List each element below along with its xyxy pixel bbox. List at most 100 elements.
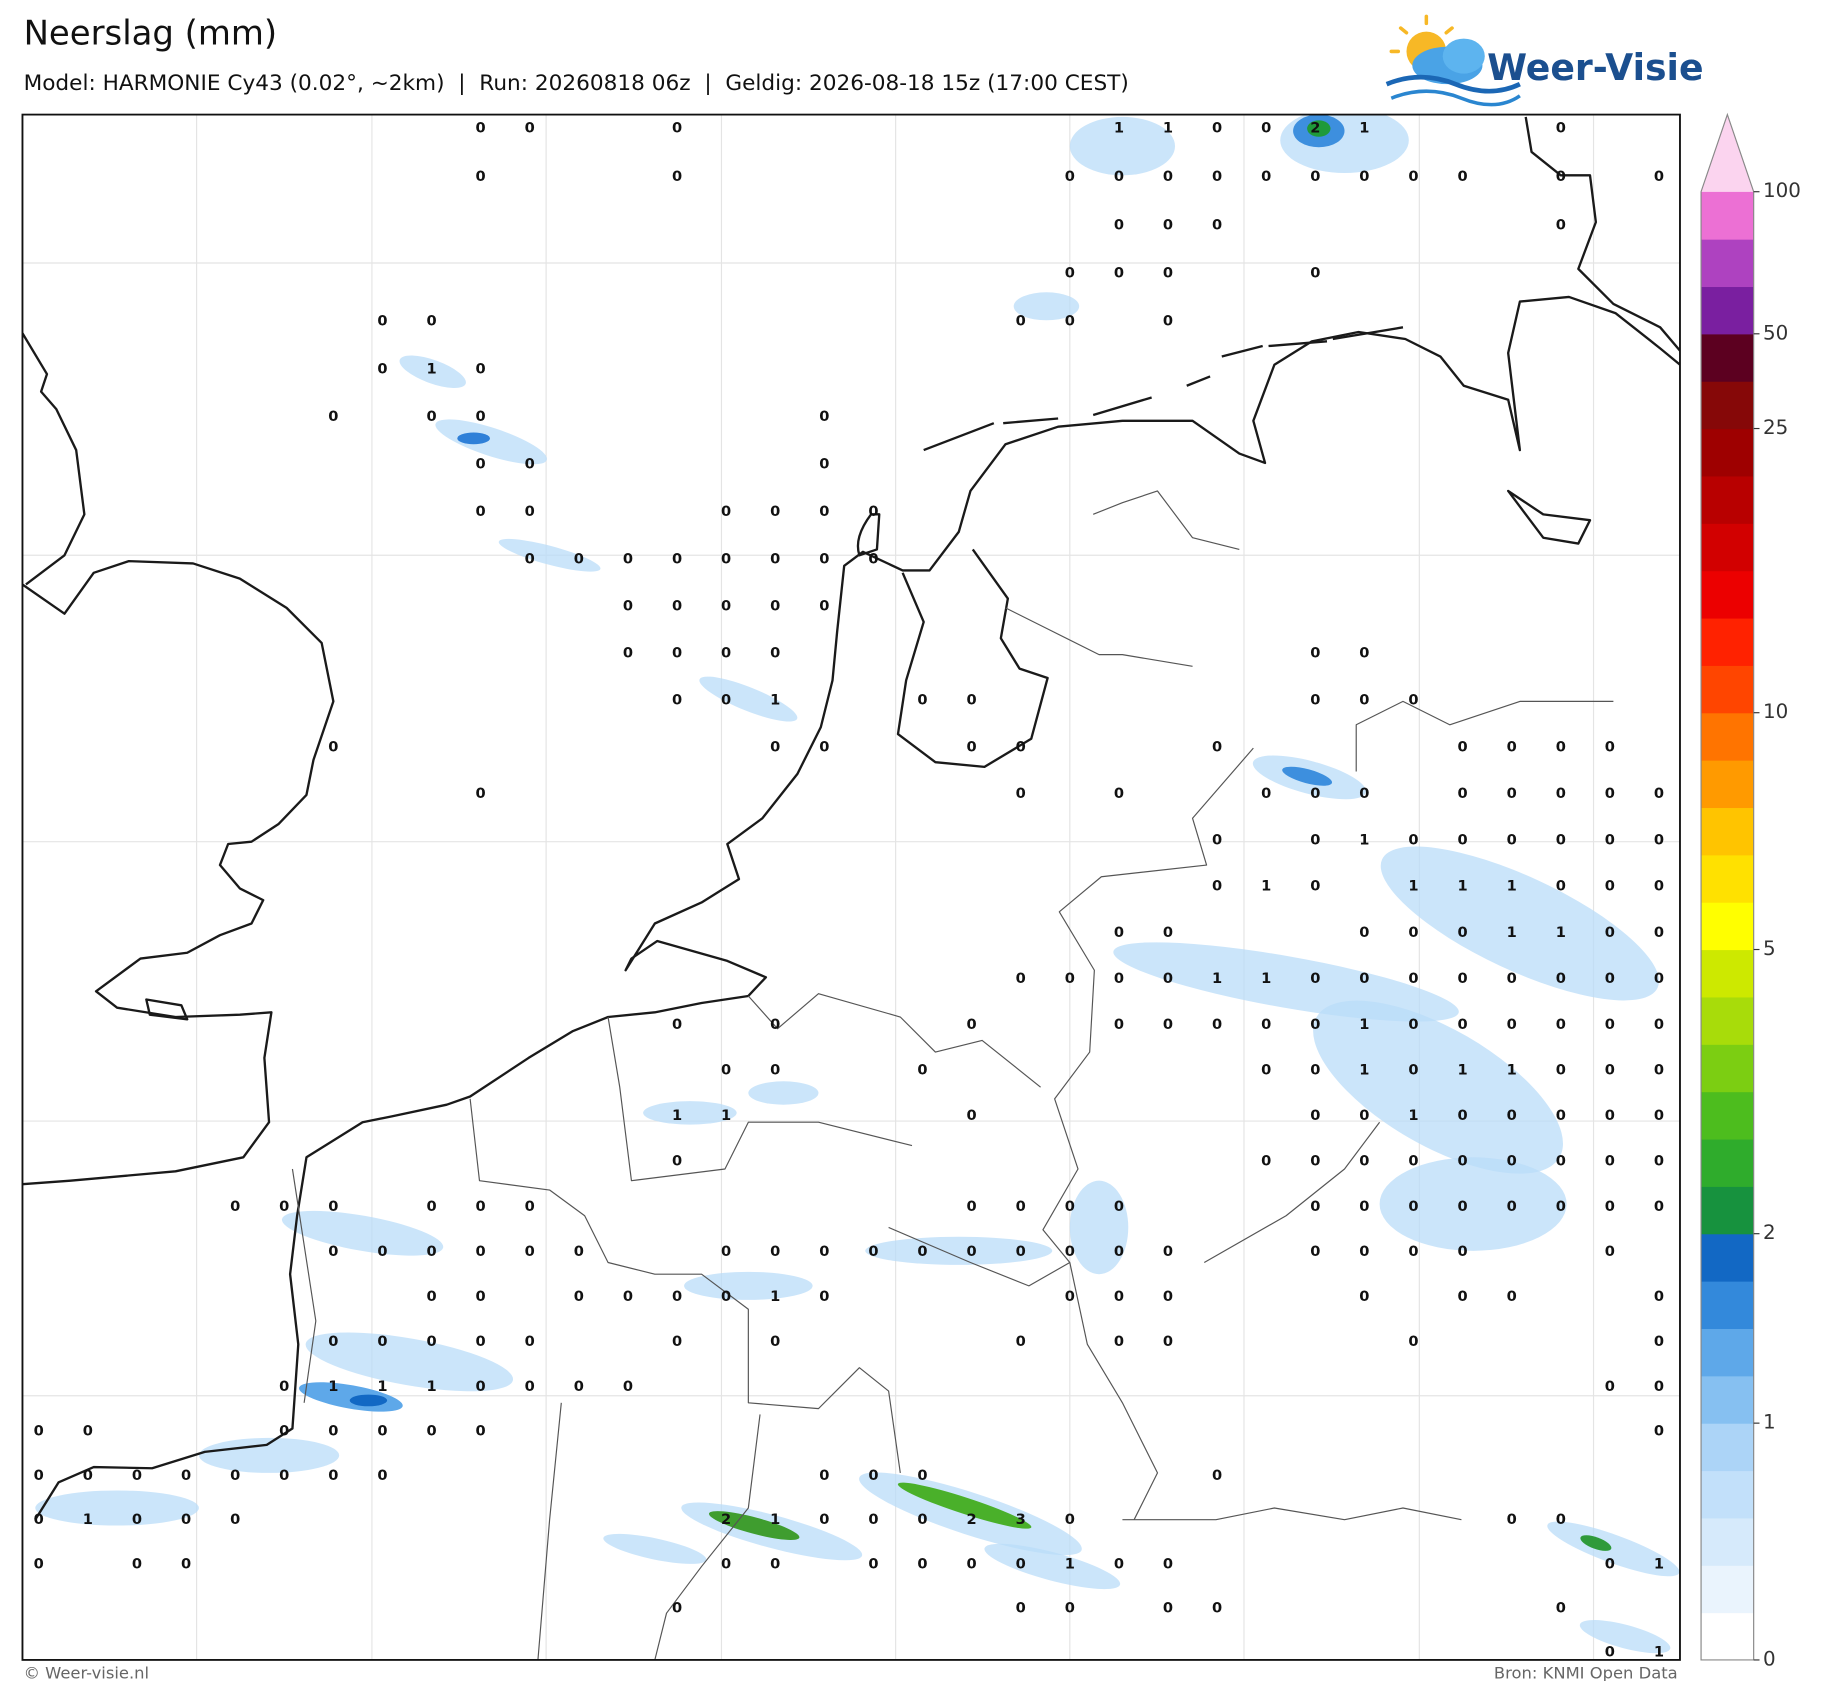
station-value: 0: [672, 168, 682, 185]
station-value: 0: [1408, 924, 1418, 941]
station-value: 0: [1507, 1153, 1517, 1170]
station-value: 0: [1114, 216, 1124, 233]
colorbar-band: [1701, 1233, 1754, 1282]
station-value: 1: [1458, 1062, 1468, 1079]
station-value: 0: [1016, 1333, 1026, 1350]
station-value: 0: [132, 1467, 142, 1484]
station-value: 0: [917, 1062, 927, 1079]
station-value: 1: [721, 1107, 731, 1124]
station-value: 0: [623, 1288, 633, 1305]
station-value: 0: [525, 503, 535, 520]
station-value: 2: [967, 1511, 977, 1528]
station-value: 0: [83, 1422, 93, 1439]
footer-source: Bron: KNMI Open Data: [1494, 1663, 1678, 1681]
station-value: 1: [1654, 1555, 1664, 1572]
station-value: 0: [1654, 168, 1664, 185]
station-value: 0: [328, 1422, 338, 1439]
station-value: 0: [426, 1243, 436, 1260]
station-value: 0: [1261, 1016, 1271, 1033]
station-value: 0: [1310, 168, 1320, 185]
station-value: 0: [1065, 970, 1075, 987]
station-value: 0: [1654, 1153, 1664, 1170]
coastlines: [22, 116, 1681, 1521]
station-value: 0: [1163, 1599, 1173, 1616]
station-value: 0: [1114, 264, 1124, 281]
station-value: 0: [1310, 878, 1320, 895]
station-value: 0: [1556, 738, 1566, 755]
station-value: 0: [623, 1378, 633, 1395]
station-value: 1: [426, 1378, 436, 1395]
station-value: 0: [377, 1422, 387, 1439]
station-value: 0: [1310, 1062, 1320, 1079]
station-value: 0: [1310, 1198, 1320, 1215]
station-value: 0: [819, 408, 829, 425]
station-value: 0: [1310, 785, 1320, 802]
station-value: 0: [1605, 1243, 1615, 1260]
station-value: 0: [1065, 1511, 1075, 1528]
station-value: 1: [1261, 878, 1271, 895]
station-value: 0: [574, 1288, 584, 1305]
station-value: 0: [770, 503, 780, 520]
station-value: 0: [1212, 1016, 1222, 1033]
station-value: 0: [1016, 1198, 1026, 1215]
station-value: 0: [1114, 924, 1124, 941]
station-value: 0: [1359, 970, 1369, 987]
station-value: 0: [1458, 785, 1468, 802]
station-value: 0: [1556, 120, 1566, 137]
station-value: 0: [377, 1467, 387, 1484]
station-value: 0: [672, 1016, 682, 1033]
station-value: 0: [525, 456, 535, 473]
colorbar-band: [1701, 1091, 1754, 1140]
station-value: 0: [1556, 168, 1566, 185]
station-value: 0: [1163, 216, 1173, 233]
station-value: 0: [525, 1333, 535, 1350]
station-value: 0: [868, 550, 878, 567]
station-value: 1: [1654, 1643, 1664, 1660]
station-value: 0: [819, 1288, 829, 1305]
station-value: 0: [1605, 1062, 1615, 1079]
station-value: 0: [279, 1378, 289, 1395]
colorbar-band: [1701, 949, 1754, 998]
station-value: 1: [1114, 120, 1124, 137]
station-value: 0: [1605, 1107, 1615, 1124]
station-value: 0: [230, 1511, 240, 1528]
colorbar-band: [1701, 570, 1754, 619]
colorbar-band: [1701, 1281, 1754, 1330]
station-value: 0: [1016, 1555, 1026, 1572]
station-value: 0: [1359, 1243, 1369, 1260]
station-value: 0: [34, 1511, 44, 1528]
station-value: 0: [770, 645, 780, 662]
station-value: 0: [328, 1198, 338, 1215]
station-value: 0: [1359, 924, 1369, 941]
station-value: 0: [770, 1062, 780, 1079]
station-value: 0: [1065, 313, 1075, 330]
station-value: 0: [1458, 1107, 1468, 1124]
station-value: 0: [721, 692, 731, 709]
station-value: 0: [1212, 878, 1222, 895]
station-value: 0: [1408, 970, 1418, 987]
station-value: 0: [1605, 1555, 1615, 1572]
station-value: 0: [1310, 1243, 1320, 1260]
colorbar-extension: [1701, 114, 1754, 192]
colorbar-band: [1701, 760, 1754, 809]
station-value: 0: [819, 1243, 829, 1260]
station-value: 2: [721, 1511, 731, 1528]
station-value: 0: [1605, 1643, 1615, 1660]
station-value: 0: [1458, 1016, 1468, 1033]
station-value: 1: [1507, 878, 1517, 895]
station-value: 0: [1114, 1243, 1124, 1260]
station-value: 0: [1458, 1288, 1468, 1305]
map-frame: [21, 113, 1681, 1661]
station-value: 0: [1556, 1198, 1566, 1215]
logo: Weer-Visie: [1385, 14, 1704, 107]
station-value: 0: [672, 1333, 682, 1350]
station-value: 0: [721, 598, 731, 615]
station-value: 0: [1065, 1198, 1075, 1215]
station-value: 0: [1605, 831, 1615, 848]
station-value: 0: [721, 1243, 731, 1260]
station-value: 0: [917, 692, 927, 709]
colorbar-tick-label: 5: [1763, 937, 1776, 960]
station-value: 0: [476, 120, 486, 137]
station-value: 0: [967, 1016, 977, 1033]
station-value: 0: [525, 1198, 535, 1215]
